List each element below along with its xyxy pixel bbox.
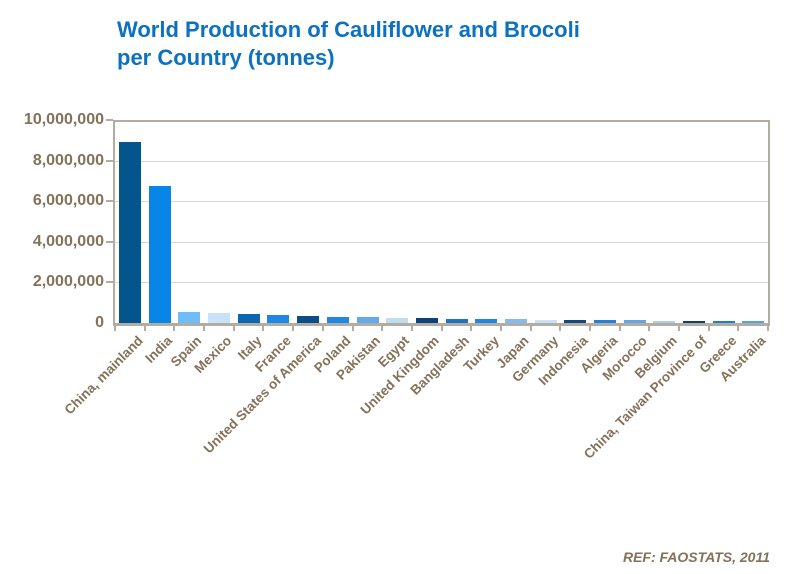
y-axis-label: 10,000,000 [23, 111, 104, 128]
bar [119, 142, 141, 323]
y-axis-label: 8,000,000 [32, 151, 104, 169]
bar [415, 318, 438, 323]
bar [237, 313, 260, 323]
y-axis-tick [106, 240, 113, 243]
bar [267, 314, 290, 323]
y-axis-tick [106, 159, 113, 162]
x-axis-tick [707, 326, 710, 331]
y-axis-label: 2,000,000 [32, 273, 104, 291]
bar [148, 186, 171, 323]
y-axis-tick [106, 281, 113, 284]
x-axis-tick [381, 326, 384, 331]
x-axis-tick [678, 326, 680, 331]
chart-title-line1: World Production of Cauliflower and Broc… [117, 17, 580, 42]
source-reference: REF: FAOSTATS, 2011 [622, 549, 770, 565]
bar [712, 321, 735, 323]
x-axis-tick [410, 326, 413, 331]
x-axis-tick [321, 326, 324, 331]
y-gridline [115, 160, 768, 162]
chart-title-line2: per Country (tonnes) [117, 45, 335, 70]
bar [178, 312, 201, 323]
bar [356, 317, 379, 323]
y-gridline [115, 201, 768, 203]
x-axis-tick [143, 326, 146, 331]
x-axis-tick [232, 326, 235, 331]
x-axis-tick [262, 326, 265, 331]
bar [534, 319, 557, 323]
x-axis-tick [440, 326, 443, 331]
x-axis-label: China, mainland [61, 333, 146, 418]
x-axis-tick [292, 326, 295, 331]
bar [564, 319, 587, 323]
x-axis-tick [499, 326, 502, 331]
bar [208, 313, 230, 323]
y-axis-label: 0 [95, 314, 104, 331]
bar [683, 320, 705, 323]
bar [475, 319, 498, 323]
x-axis-tick [173, 326, 176, 331]
bar [445, 318, 468, 323]
x-axis-tick [767, 326, 769, 331]
chart-title: World Production of Cauliflower and Broc… [117, 16, 757, 72]
x-axis-tick [618, 326, 621, 331]
x-axis-tick [559, 326, 562, 331]
y-gridline [115, 241, 768, 243]
x-axis-tick [529, 326, 532, 331]
x-axis-tick [351, 326, 354, 331]
y-gridline [115, 282, 768, 284]
y-axis-tick [106, 200, 113, 203]
y-axis-tick [106, 119, 113, 121]
x-axis-tick [737, 326, 740, 331]
bar [593, 320, 616, 323]
bar [653, 320, 676, 323]
bar [326, 316, 349, 323]
y-axis-label: 6,000,000 [32, 192, 104, 210]
bar [297, 315, 320, 323]
bar [742, 321, 765, 323]
x-axis-tick [114, 326, 116, 331]
bar [386, 317, 409, 323]
plot-area-frame [113, 120, 770, 326]
bar [623, 320, 646, 323]
x-axis-tick [470, 326, 473, 331]
x-axis-tick [203, 326, 205, 331]
y-axis-label: 4,000,000 [32, 232, 104, 250]
x-axis-tick [588, 326, 591, 331]
bar [504, 319, 527, 323]
x-axis-tick [648, 326, 651, 331]
